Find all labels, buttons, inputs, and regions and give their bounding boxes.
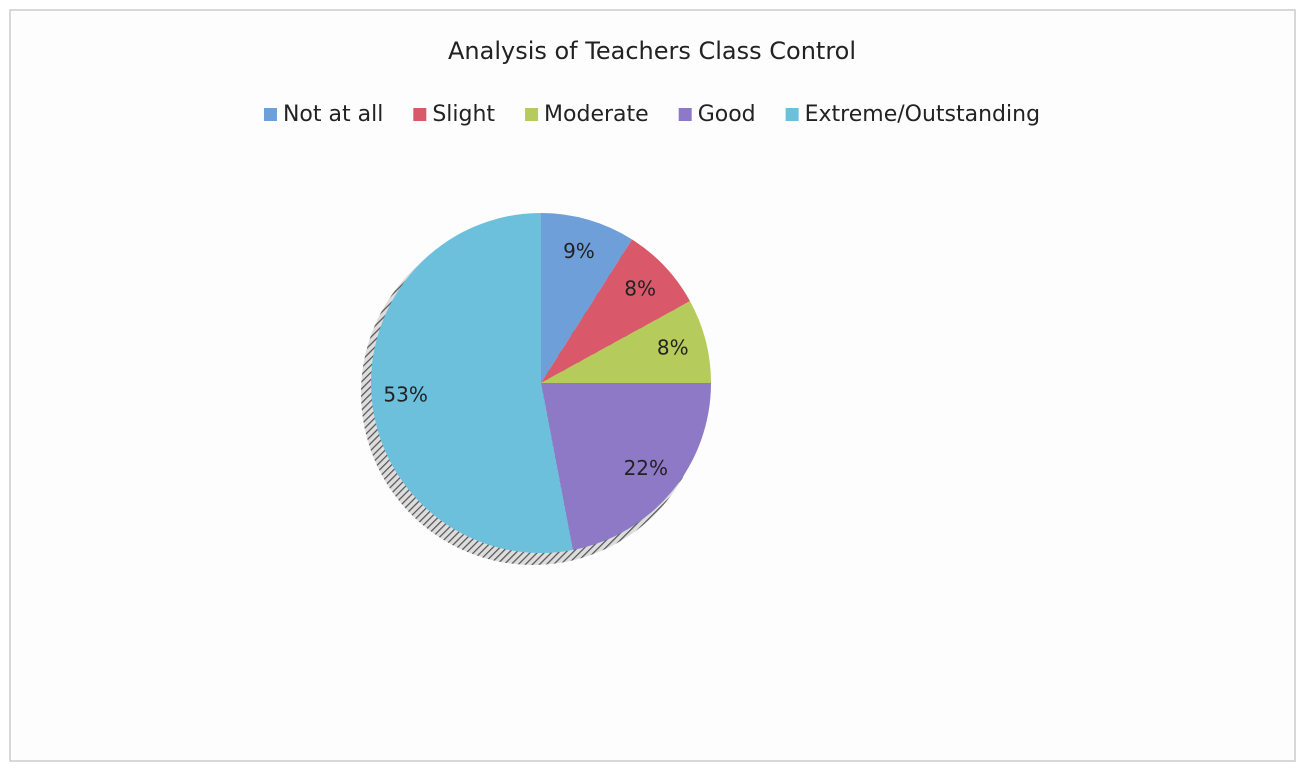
- pie-slice: [371, 213, 573, 553]
- pie-slice: [541, 239, 690, 383]
- legend-label: Not at all: [283, 102, 383, 127]
- data-label: 8%: [657, 336, 689, 360]
- pie-slice: [541, 383, 711, 550]
- pie-slice: [541, 301, 711, 383]
- legend-swatch: [525, 108, 539, 121]
- legend-label: Good: [698, 102, 756, 127]
- data-label: 53%: [383, 382, 427, 406]
- pie-slice: [541, 213, 633, 383]
- legend-label: Slight: [432, 102, 495, 127]
- legend-swatch: [678, 108, 692, 121]
- legend-swatch: [263, 108, 277, 121]
- data-label: 9%: [563, 239, 595, 263]
- data-label: 22%: [624, 456, 668, 480]
- data-label: 8%: [624, 276, 656, 300]
- legend-label: Moderate: [544, 102, 649, 127]
- legend-swatch: [785, 108, 799, 121]
- legend-label: Extreme/Outstanding: [805, 102, 1040, 127]
- chart-title: Analysis of Teachers Class Control: [448, 37, 856, 65]
- legend-swatch: [413, 108, 427, 121]
